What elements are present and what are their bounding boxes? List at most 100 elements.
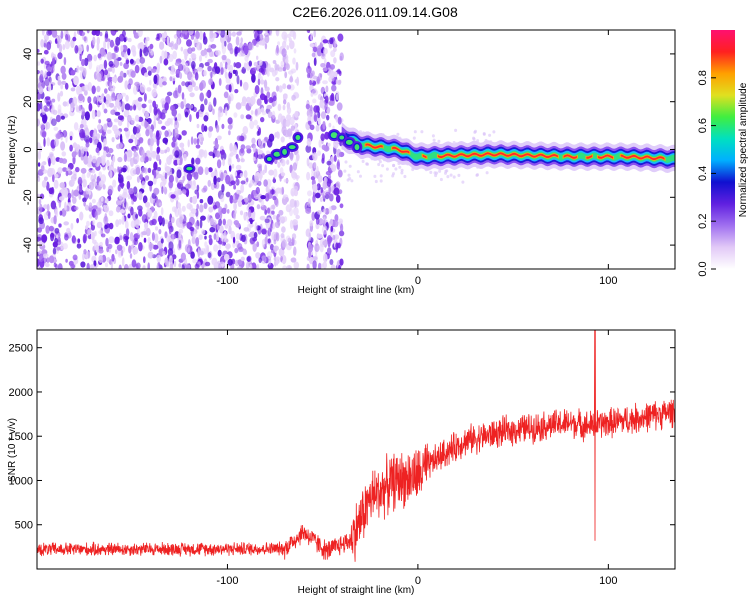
noise-blob [233,62,236,68]
colorbar-bar [711,30,735,269]
noise-blob [183,153,187,160]
noise-blob [274,221,280,229]
snr-panel: -100 0 100 500 1000 1500 2000 2500 Height of st… [7,329,676,596]
noise-blob [434,173,438,178]
noise-blob [50,168,56,177]
x-tick-label: 0 [415,275,421,287]
noise-blob [78,104,82,112]
noise-blob [257,163,263,169]
noise-blob [269,30,273,37]
noise-blob [41,30,45,36]
noise-blob [264,30,268,36]
noise-blob [306,157,310,167]
noise-blob [97,53,102,59]
noise-blob [274,63,278,71]
noise-blob [256,98,262,106]
noise-blob [37,258,40,267]
noise-blob [278,209,284,216]
noise-blob [252,67,257,72]
noise-blob [288,241,294,246]
noise-blob [199,204,204,213]
noise-blob [193,37,199,47]
noise-blob [177,38,180,46]
y-tick-label: 1000 [9,475,33,487]
noise-blob [203,70,207,77]
noise-blob [145,227,151,237]
spectrogram-ylabel: Frequency (Hz) [7,116,18,185]
noise-blob [162,37,166,43]
noise-blob [234,46,239,55]
noise-blob [152,150,157,160]
noise-blob [105,146,110,153]
noise-blob [346,178,350,182]
noise-blob [309,83,314,93]
noise-blob [482,132,486,136]
noise-blob [181,130,187,136]
noise-blob [208,234,212,239]
noise-blob [102,184,106,190]
noise-blob [82,67,87,77]
noise-blob [248,60,252,67]
noise-blob [250,110,254,115]
noise-blob [184,30,188,36]
noise-blob [57,236,61,243]
noise-blob [39,203,43,213]
noise-blob [166,146,171,153]
noise-blob [69,144,73,152]
noise-blob [306,171,311,181]
noise-blob [106,100,110,108]
noise-blob [37,78,40,84]
noise-blob [123,233,127,243]
noise-blob [153,85,158,90]
noise-blob [71,189,74,199]
noise-blob [277,41,280,46]
noise-blob [264,209,268,215]
noise-blob [260,75,263,85]
noise-blob [293,185,299,192]
noise-blob [43,49,49,55]
noise-blob [164,166,171,173]
noise-blob [253,119,258,126]
noise-blob [412,136,416,140]
noise-blob [161,125,166,130]
noise-blob [222,218,226,226]
noise-blob [59,90,64,97]
noise-blob [72,254,78,261]
noise-blob [290,125,295,131]
noise-blob [211,257,218,266]
noise-blob [133,30,137,36]
noise-blob [104,88,108,94]
noise-blob [336,102,343,111]
noise-blob [322,39,329,44]
noise-blob [153,187,160,195]
noise-blob [193,179,196,186]
noise-blob [215,212,220,220]
noise-blob [180,59,185,66]
noise-blob [116,244,123,251]
noise-blob [98,248,104,254]
noise-blob [93,96,98,104]
noise-blob [144,111,149,120]
noise-blob [229,142,233,152]
noise-blob [66,101,70,107]
noise-blob [57,130,61,139]
noise-blob [91,155,97,164]
noise-blob [439,177,443,182]
noise-blob [73,189,79,197]
colorbar-tick-label: 0.2 [697,214,709,229]
noise-blob [84,84,90,92]
noise-blob [215,150,221,158]
noise-blob [92,205,98,210]
noise-blob [253,61,258,67]
noise-blob [280,255,283,262]
noise-blob [175,68,181,77]
noise-blob [117,156,123,163]
noise-blob [271,69,277,77]
noise-blob [275,77,280,82]
noise-blob [141,103,147,109]
noise-blob [207,195,214,205]
noise-blob [142,195,148,204]
noise-blob [311,211,316,221]
noise-blob [166,91,173,97]
noise-blob [76,243,82,249]
